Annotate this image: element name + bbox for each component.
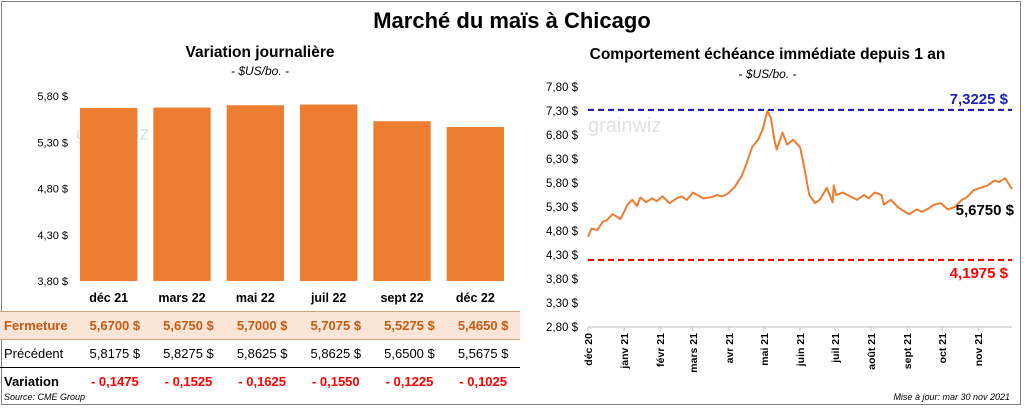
x-tick-label: déc 20 — [583, 333, 595, 366]
update-note: Mise à jour: mar 30 nov 2021 — [893, 392, 1010, 402]
table-cell: 5,6750 $ — [151, 311, 226, 340]
table-row: Variation - 0,1475 - 0,1525 - 0,1625 - 0… — [0, 368, 520, 396]
row-label: Variation — [4, 374, 59, 389]
source-note: Source: CME Group — [4, 392, 86, 402]
low-value-label: 4,1975 $ — [950, 265, 1009, 282]
x-tick-label: déc 22 — [456, 291, 495, 305]
table-cell: 5,8625 $ — [298, 339, 373, 368]
line-chart-unit: - $US/bo. - — [738, 67, 797, 81]
bar — [153, 107, 211, 281]
high-value-label: 7,3225 $ — [950, 91, 1009, 108]
table-cell: 5,8625 $ — [225, 339, 299, 368]
watermark-logo: grainwiz — [588, 115, 661, 137]
main-title: Marché du maïs à Chicago — [373, 8, 651, 33]
bar — [300, 104, 358, 282]
bar — [446, 126, 504, 281]
x-tick-label: févr 21 — [655, 333, 667, 367]
y-tick-label: 2,80 $ — [546, 322, 579, 334]
table-cell: 5,7075 $ — [298, 311, 373, 340]
x-tick-label: sept 21 — [902, 333, 914, 369]
x-tick-label: oct 21 — [937, 333, 949, 364]
bar — [226, 105, 284, 281]
table-cell: - 0,1225 — [385, 374, 434, 389]
line-chart-title: Comportement échéance immédiate depuis 1… — [589, 46, 946, 63]
y-tick-label: 3,80 $ — [546, 274, 579, 286]
y-tick-label: 3,30 $ — [546, 298, 579, 310]
bar-chart-unit: - $US/bo. - — [230, 64, 290, 78]
table-cell: 5,5675 $ — [446, 339, 520, 368]
bar — [373, 121, 431, 281]
x-tick-label: avr 21 — [724, 333, 736, 364]
x-tick-label: mai 22 — [236, 291, 275, 305]
last-price-label: 5,6750 $ — [956, 202, 1015, 219]
y-tick-label: 6,30 $ — [546, 154, 579, 166]
table-cell: 5,6700 $ — [78, 311, 152, 340]
x-tick-label: sept 22 — [380, 291, 423, 305]
table-cell: 5,8175 $ — [78, 339, 152, 368]
table-cell: - 0,1625 — [238, 374, 286, 389]
row-label: Précédent — [0, 339, 78, 368]
y-tick-label: 4,30 $ — [37, 230, 68, 242]
y-tick-label: 7,30 $ — [546, 106, 579, 118]
x-tick-label: nov 21 — [973, 333, 985, 366]
y-tick-label: 5,80 $ — [37, 91, 68, 103]
x-tick-label: juil 21 — [830, 333, 842, 364]
table-cell: 5,7000 $ — [225, 311, 299, 340]
y-tick-label: 5,30 $ — [546, 202, 579, 214]
table-cell: - 0,1525 — [164, 374, 213, 389]
y-tick-label: 5,30 $ — [37, 137, 68, 149]
table-cell: - 0,1475 — [90, 374, 139, 389]
table-cell: - 0,1025 — [459, 374, 507, 389]
y-tick-label: 4,80 $ — [546, 226, 579, 238]
table-cell: - 0,1550 — [311, 374, 360, 389]
bar — [80, 108, 138, 282]
x-tick-label: mars 21 — [688, 333, 700, 373]
x-tick-label: mai 21 — [759, 333, 771, 366]
table-row: Précédent 5,8175 $ 5,8275 $ 5,8625 $ 5,8… — [0, 339, 520, 368]
y-tick-label: 4,80 $ — [37, 184, 68, 196]
y-tick-label: 3,80 $ — [37, 276, 68, 288]
row-label: Fermeture — [0, 311, 78, 340]
y-tick-label: 5,80 $ — [546, 178, 579, 190]
x-tick-label: déc 21 — [89, 291, 128, 305]
price-line — [587, 110, 1013, 238]
y-tick-label: 7,80 $ — [546, 82, 579, 94]
y-tick-label: 4,30 $ — [546, 250, 579, 262]
table-cell: 5,8275 $ — [151, 339, 226, 368]
table-cell: 5,5275 $ — [372, 311, 447, 340]
table-cell: 5,6500 $ — [372, 339, 447, 368]
x-tick-label: mars 22 — [158, 291, 205, 305]
price-table: Fermeture 5,6700 $ 5,6750 $ 5,7000 $ 5,7… — [0, 311, 520, 395]
x-tick-label: août 21 — [866, 333, 878, 370]
y-tick-label: 6,80 $ — [546, 130, 579, 142]
bar-chart-title: Variation journalière — [185, 44, 335, 61]
x-tick-label: janv 21 — [619, 333, 631, 370]
table-cell: 5,4650 $ — [446, 311, 520, 340]
x-tick-label: juin 21 — [795, 333, 807, 367]
x-tick-label: juil 22 — [310, 291, 346, 305]
table-row: Fermeture 5,6700 $ 5,6750 $ 5,7000 $ 5,7… — [0, 311, 520, 340]
